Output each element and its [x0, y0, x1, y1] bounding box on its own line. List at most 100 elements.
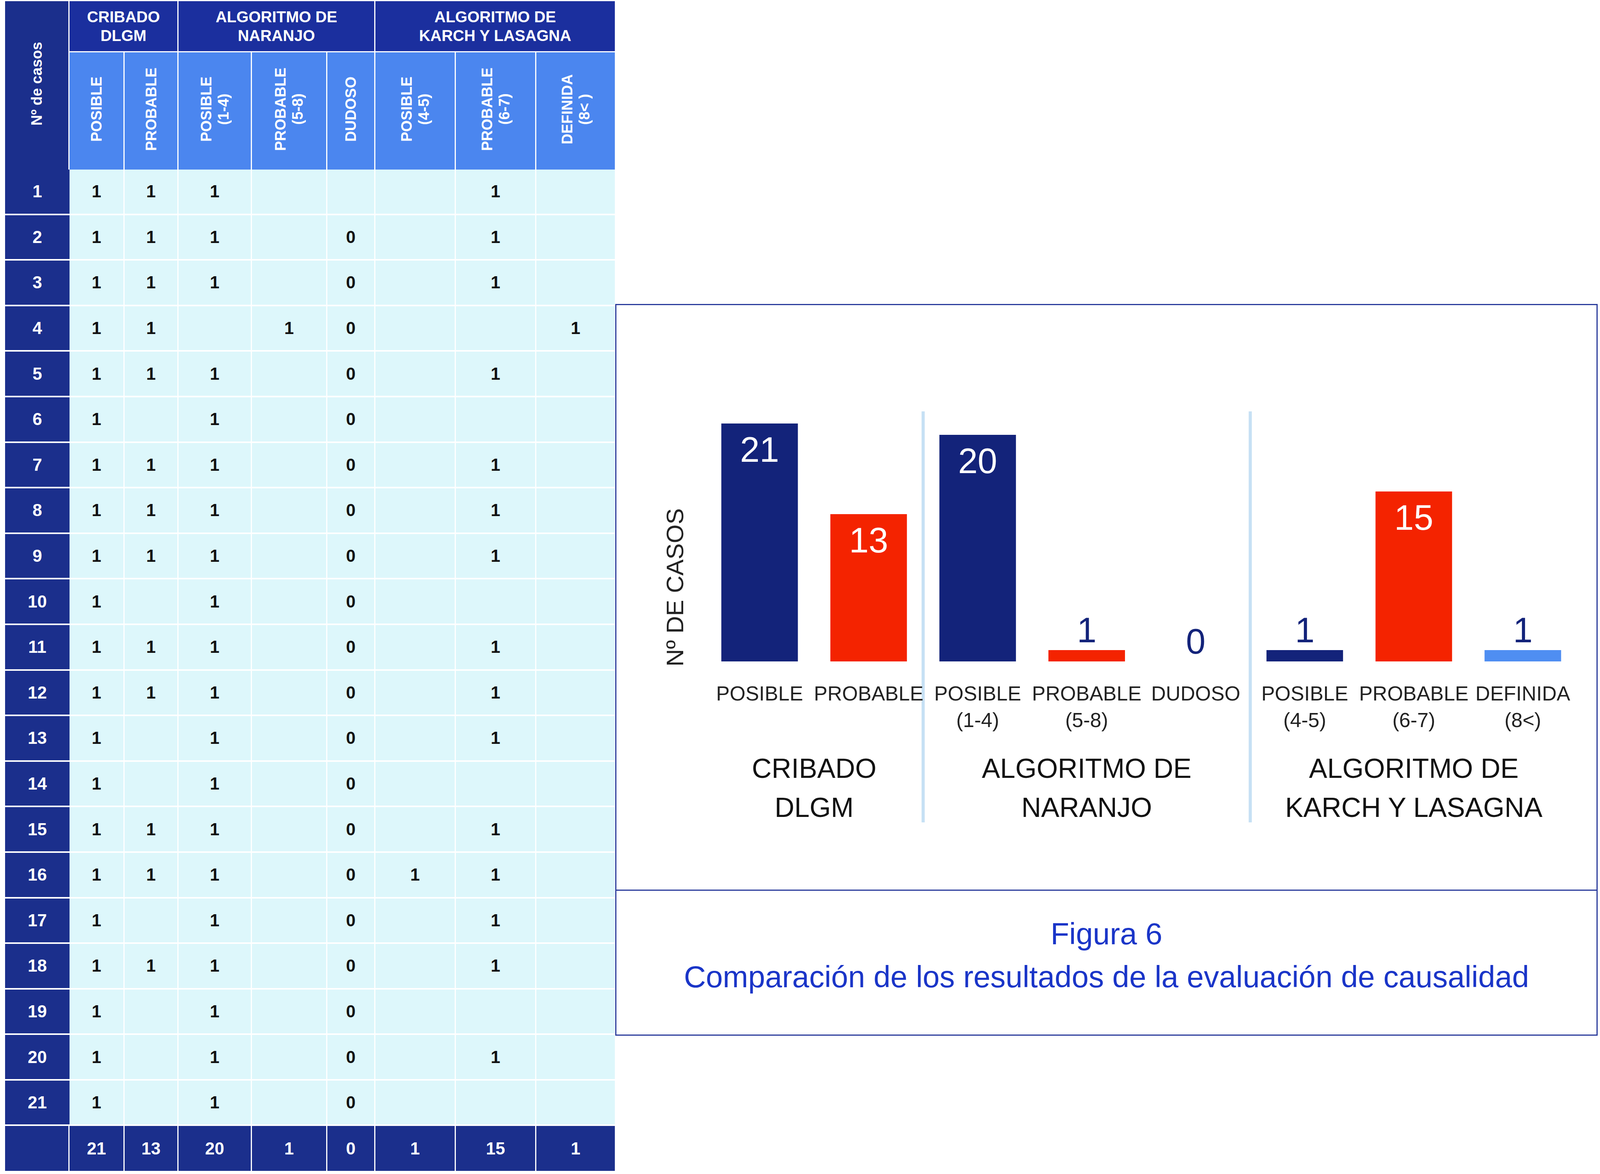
html-text:15: 15 [485, 1138, 506, 1158]
html-text:1: 1 [209, 637, 220, 657]
html-text:1: 1 [91, 682, 102, 702]
html-text:1: 1 [490, 637, 501, 657]
html-text:1: 1 [209, 546, 220, 566]
html-text:1: 1 [490, 455, 501, 475]
html-text:20: 20 [27, 1047, 47, 1067]
html-text:Nº de casos: Nº de casos [28, 41, 45, 126]
svg-text:CRIBADO: CRIBADO [751, 753, 877, 784]
svg-text:Nº DE CASOS: Nº DE CASOS [661, 508, 689, 667]
html-text:1: 1 [32, 181, 43, 201]
svg-text:PROBABLE: PROBABLE [814, 682, 924, 705]
svg-text:0: 0 [1185, 621, 1206, 661]
html-text:1: 1 [91, 181, 102, 201]
svg-text:POSIBLE: POSIBLE [934, 682, 1022, 705]
html-text:15: 15 [27, 819, 47, 839]
html-text:5: 5 [32, 363, 43, 384]
html-text:18: 18 [27, 956, 47, 976]
svg-text:(5-8): (5-8) [1065, 708, 1109, 732]
svg-text:(1-4): (1-4) [956, 708, 1000, 732]
html-text:POSIBLE (1-4): POSIBLE (1-4) [197, 76, 232, 142]
html-text:16: 16 [27, 864, 47, 885]
svg-text:PROBABLE: PROBABLE [1358, 682, 1469, 705]
svg-text:POSIBLE: POSIBLE [716, 682, 804, 705]
html-text:1: 1 [91, 455, 102, 475]
html-text:1: 1 [490, 682, 501, 702]
svg-text:POSIBLE: POSIBLE [1261, 682, 1349, 705]
svg-text:20: 20 [958, 441, 998, 481]
html-text:1: 1 [91, 591, 102, 611]
svg-text:(8<): (8<) [1504, 708, 1542, 732]
html-text:1: 1 [570, 318, 581, 338]
html-text:21: 21 [86, 1138, 107, 1158]
svg-text:1: 1 [1076, 610, 1097, 650]
html-text:1: 1 [209, 227, 220, 247]
html-text:11: 11 [28, 637, 47, 657]
svg-text:KARCH Y LASAGNA: KARCH Y LASAGNA [1285, 792, 1543, 823]
html-text:1: 1 [91, 318, 102, 338]
html-text:Figura 6: Figura 6 [1050, 916, 1163, 951]
html-text:13: 13 [27, 728, 47, 748]
svg-text:DEFINIDA: DEFINIDA [1475, 682, 1571, 705]
html-text:1: 1 [91, 409, 102, 429]
html-text:PROBABLE (5-8): PROBABLE (5-8) [272, 67, 306, 151]
svg-text:(4-5): (4-5) [1283, 708, 1327, 732]
html-text:1: 1 [490, 227, 501, 247]
html-text:20: 20 [205, 1138, 225, 1158]
html-text:1: 1 [209, 272, 220, 292]
html-text:ALGORITMO DE NARANJO: ALGORITMO DE NARANJO [215, 8, 338, 45]
svg-text:ALGORITMO DE: ALGORITMO DE [982, 753, 1192, 784]
html-text:21: 21 [27, 1092, 47, 1112]
svg-text:1: 1 [1294, 610, 1315, 650]
html-text:1: 1 [91, 363, 102, 384]
html-text:1: 1 [209, 500, 220, 520]
html-text:1: 1 [490, 546, 501, 566]
html-text:17: 17 [27, 910, 47, 930]
html-text:2: 2 [32, 227, 43, 247]
html-text:4: 4 [32, 318, 43, 338]
svg-text:ALGORITMO DE: ALGORITMO DE [1308, 753, 1519, 784]
html-text:1: 1 [490, 272, 501, 292]
html-text:1: 1 [91, 637, 102, 657]
html-text:13: 13 [141, 1138, 161, 1158]
svg-text:1: 1 [1512, 610, 1533, 650]
html-text:1: 1 [490, 363, 501, 384]
html-text:DEFINIDA (8< ): DEFINIDA (8< ) [558, 74, 593, 145]
html-text:3: 3 [32, 272, 43, 292]
html-text:9: 9 [32, 546, 43, 566]
svg-text:13: 13 [849, 520, 889, 560]
svg-text:DUDOSO: DUDOSO [1151, 682, 1241, 705]
svg-text:15: 15 [1394, 498, 1434, 538]
html-text:1: 1 [91, 227, 102, 247]
html-text:PROBABLE (6-7): PROBABLE (6-7) [478, 67, 513, 151]
html-text:POSIBLE (4-5): POSIBLE (4-5) [398, 76, 432, 142]
svg-text:PROBABLE: PROBABLE [1032, 682, 1142, 705]
html-text:8: 8 [32, 500, 43, 520]
html-text:1: 1 [209, 181, 220, 201]
html-text:6: 6 [32, 409, 43, 429]
html-text:14: 14 [27, 773, 47, 793]
html-text:1: 1 [209, 682, 220, 702]
html-text:Comparación de los resultados: Comparación de los resultados de la eval… [683, 959, 1530, 994]
html-text:1: 1 [209, 591, 220, 611]
html-text:ALGORITMO DE KARCH Y LASAGNA: ALGORITMO DE KARCH Y LASAGNA [419, 8, 572, 45]
html-text:10: 10 [27, 591, 47, 611]
html-text:PROBABLE: PROBABLE [142, 67, 160, 151]
html-text:DUDOSO: DUDOSO [342, 76, 359, 142]
html-text:1: 1 [91, 546, 102, 566]
html-text:7: 7 [32, 455, 43, 475]
html-text:1: 1 [209, 409, 220, 429]
html-text:12: 12 [27, 682, 47, 702]
html-text:1: 1 [490, 181, 501, 201]
html-text:1: 1 [209, 363, 220, 384]
html-text:1: 1 [91, 272, 102, 292]
svg-text:NARANJO: NARANJO [1021, 792, 1152, 823]
html-text:1: 1 [209, 455, 220, 475]
html-text:19: 19 [27, 1001, 47, 1021]
html-text:1: 1 [91, 500, 102, 520]
svg-text:DLGM: DLGM [774, 792, 854, 823]
html-text:CRIBADO DLGM: CRIBADO DLGM [86, 8, 160, 45]
svg-text:(6-7): (6-7) [1392, 708, 1436, 732]
html-text:1: 1 [490, 500, 501, 520]
html-text:POSIBLE: POSIBLE [88, 76, 105, 142]
svg-text:21: 21 [740, 430, 780, 470]
